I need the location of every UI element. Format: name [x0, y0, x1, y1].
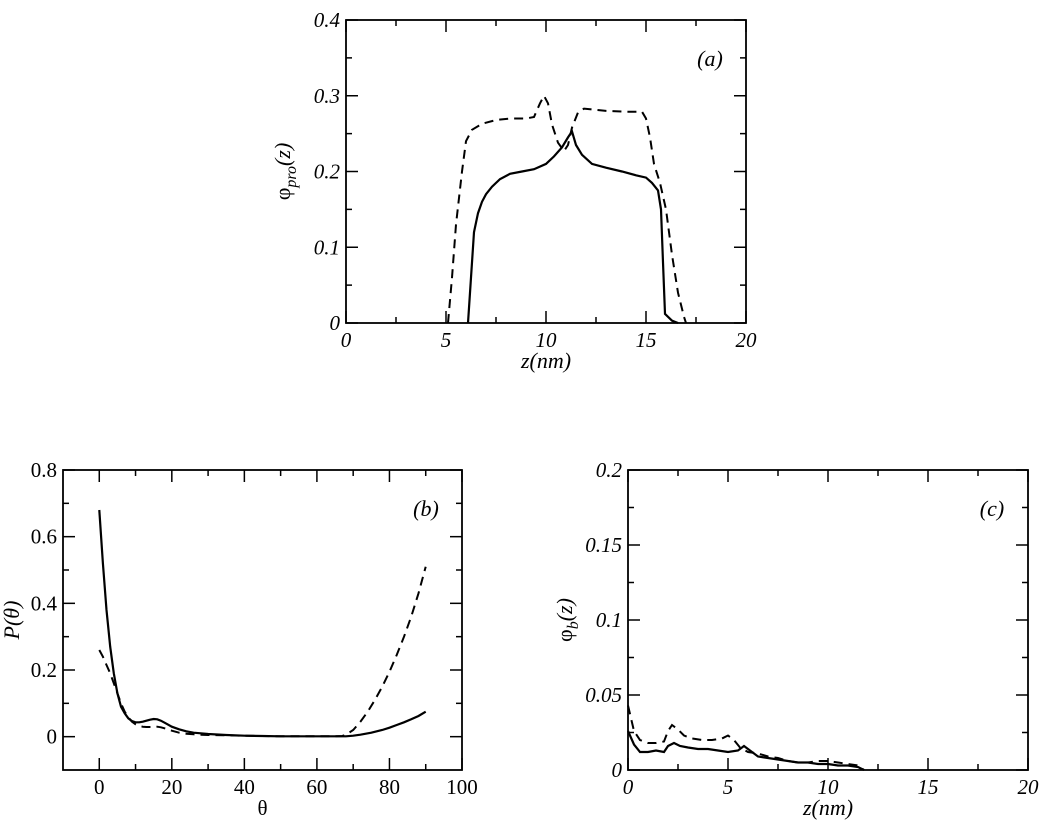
y-axis-title: φpro(z) [270, 143, 300, 201]
y-axis-title-symbol: φ [270, 188, 295, 201]
panel-label: (b) [413, 496, 439, 521]
panel-label: (c) [980, 496, 1004, 521]
x-tick-label: 20 [161, 775, 182, 799]
series-line-solid [626, 730, 865, 771]
chart-panel-c: 0 5 10 15 20 0 0.05 0.1 0.15 0.2 (c) z(nm) φb(z) [552, 458, 1039, 820]
x-axis-title: z(nm) [802, 795, 853, 820]
x-tick-label: 0 [94, 775, 105, 799]
y-axis-title: φb(z) [552, 598, 582, 642]
y-tick-label: 0.2 [596, 458, 623, 482]
series-line-solid [466, 128, 679, 325]
series-line-solid [98, 509, 427, 738]
x-tick-label: 0 [341, 328, 352, 352]
y-tick-label: 0.8 [31, 458, 57, 482]
x-tick-label: 60 [306, 775, 327, 799]
y-tick-label: 0 [612, 758, 623, 782]
y-tick-label: 0.15 [585, 533, 622, 557]
x-tick-label: 20 [1018, 775, 1040, 799]
plot-frame [627, 469, 1029, 771]
y-axis-title-subscript: b [565, 621, 582, 629]
y-tick-label: 0.2 [314, 160, 341, 184]
x-tick-label: 10 [536, 328, 558, 352]
x-tick-label: 15 [918, 775, 939, 799]
y-tick-label: 0.1 [314, 235, 340, 259]
x-tick-label: 0 [623, 775, 634, 799]
y-tick-label: 0.4 [314, 8, 341, 32]
x-tick-label: 5 [723, 775, 734, 799]
y-tick-label: 0.3 [314, 84, 340, 108]
y-axis-title-symbol: φ [552, 629, 577, 642]
chart-panel-b: 0 20 40 60 80 100 0 0.2 0.4 0.6 0.8 (b) θ P(θ) [0, 458, 478, 820]
plot-frame [62, 469, 463, 771]
x-tick-label: 10 [818, 775, 840, 799]
y-tick-label: 0 [330, 311, 341, 335]
chart-panel-a: 0 5 10 15 20 0 0.1 0.2 0.3 0.4 (a) z(nm) φpro(z) [270, 8, 757, 373]
series-line-dashed [627, 705, 865, 771]
x-tick-label: 80 [379, 775, 400, 799]
y-tick-label: 0.6 [31, 525, 57, 549]
y-tick-label: 0.1 [596, 608, 622, 632]
y-tick-label: 0.05 [585, 683, 622, 707]
y-axis-title: P(θ) [0, 601, 24, 641]
plot-frame [345, 19, 747, 324]
y-tick-label: 0 [47, 725, 58, 749]
series-line-dashed [447, 93, 687, 324]
x-tick-label: 40 [234, 775, 255, 799]
x-tick-label: 5 [441, 328, 452, 352]
y-axis-title-argument: (z) [552, 598, 577, 621]
x-tick-label: 15 [636, 328, 657, 352]
y-axis-title-subscript: pro [283, 166, 300, 189]
y-tick-label: 0.4 [31, 591, 58, 615]
x-tick-label: 20 [736, 328, 758, 352]
y-axis-title-argument: (z) [270, 143, 295, 166]
x-axis-title: θ [257, 796, 267, 820]
y-tick-label: 0.2 [31, 658, 57, 682]
series-line-dashed [98, 566, 427, 738]
panel-label: (a) [697, 46, 723, 71]
x-tick-label: 100 [446, 775, 478, 799]
x-axis-title: z(nm) [520, 348, 571, 373]
